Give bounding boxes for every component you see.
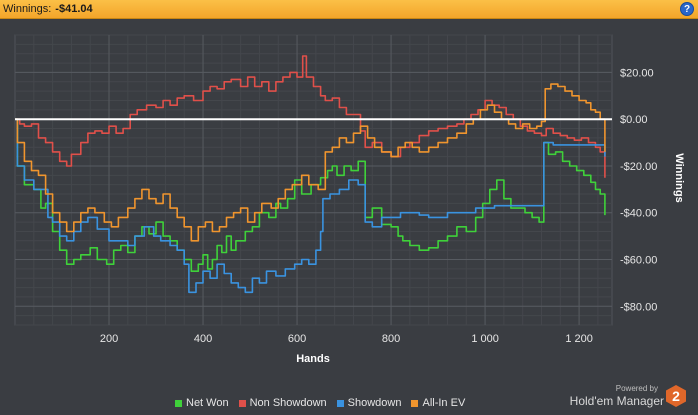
legend-swatch-net-won [175, 399, 182, 407]
legend-item-net-won[interactable]: Net Won [175, 397, 229, 409]
chart-legend: Net Won Non Showdown Showdown All-In EV [175, 396, 465, 410]
legend-item-all-in-ev[interactable]: All-In EV [411, 397, 465, 409]
x-tick-label: 1 000 [471, 333, 499, 345]
series-line-showdown [15, 118, 606, 294]
legend-label-all-in-ev: All-In EV [422, 397, 466, 409]
x-tick-label: 600 [288, 333, 306, 345]
legend-label-showdown: Showdown [347, 397, 402, 409]
x-tick-label: 800 [382, 333, 400, 345]
powered-by-text: Powered by [615, 384, 658, 393]
y-tick-label: -$60.00 [620, 255, 657, 267]
legend-swatch-all-in-ev [411, 399, 419, 407]
legend-item-showdown[interactable]: Showdown [336, 397, 402, 409]
legend-swatch-showdown [336, 399, 344, 407]
y-tick-label: $20.00 [620, 67, 654, 79]
question-icon[interactable]: ? [680, 2, 694, 16]
x-tick-label: 400 [194, 333, 212, 345]
winnings-label: Winnings: [3, 3, 52, 15]
x-tick-label: 200 [100, 333, 118, 345]
y-tick-label: -$80.00 [620, 301, 657, 313]
series-line-net-won [15, 118, 606, 272]
y-tick-label: $0.00 [620, 114, 648, 126]
legend-label-net-won: Net Won [186, 397, 229, 409]
x-tick-label: 1 200 [565, 333, 593, 345]
brand-name: Hold'em Manager [569, 394, 664, 408]
y-tick-label: -$20.00 [620, 161, 657, 173]
y-axis-title: Winnings [673, 153, 685, 202]
y-tick-label: -$40.00 [620, 208, 657, 220]
title-bar: Winnings: -$41.04 ? [0, 0, 698, 19]
winnings-value: -$41.04 [55, 3, 93, 15]
holdem-manager-branding: Powered by Hold'em Manager 2 [562, 384, 692, 412]
hm2-logo-icon: 2 [666, 385, 686, 407]
x-axis-title: Hands [296, 353, 330, 365]
legend-label-non-showdown: Non Showdown [249, 397, 327, 409]
series-line-all-in-ev [15, 83, 606, 242]
legend-item-non-showdown[interactable]: Non Showdown [238, 397, 327, 409]
legend-swatch-non-showdown [238, 399, 246, 407]
